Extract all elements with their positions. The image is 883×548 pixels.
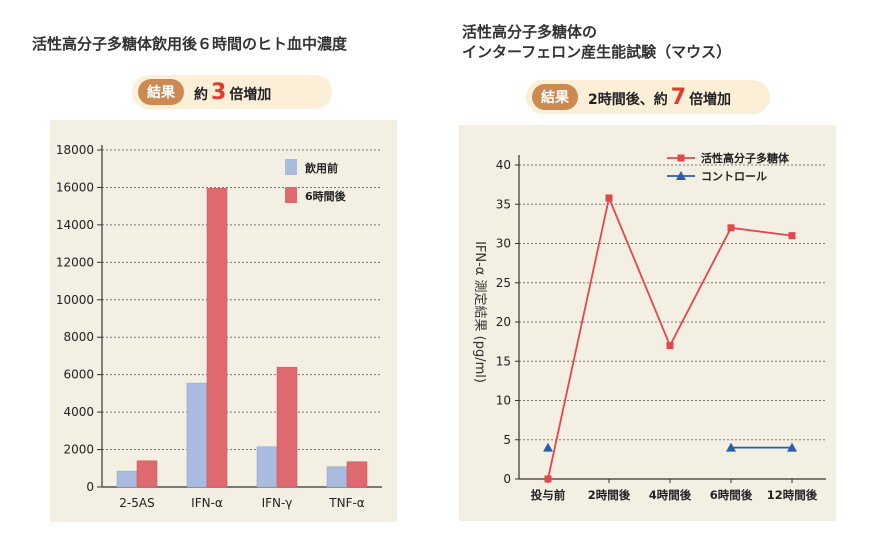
bar-before xyxy=(186,382,208,488)
x-tick-label: 12時間後 xyxy=(767,488,818,502)
legend-marker-polysaccharide xyxy=(677,154,685,162)
y-tick-label: 35 xyxy=(496,197,511,211)
data-point-control xyxy=(787,442,797,452)
data-point-polysaccharide xyxy=(666,342,674,350)
left-chart-title: 活性高分子多糖体飲用後６時間のヒト血中濃度 xyxy=(32,35,348,53)
data-point-polysaccharide xyxy=(605,194,613,202)
right-result-banner: 結果 2時間後、約 7 倍増加 xyxy=(526,80,770,114)
y-tick-label: 15 xyxy=(496,354,511,368)
legend-swatch xyxy=(285,159,297,175)
left-result-banner: 結果 約 3 倍増加 xyxy=(132,75,332,109)
bar-before xyxy=(326,466,348,488)
right-result-number: 7 xyxy=(670,84,687,110)
y-tick-label: 10000 xyxy=(56,293,94,307)
y-tick-label: 2000 xyxy=(63,443,94,457)
y-tick-label: 0 xyxy=(503,472,511,486)
x-tick-label: 2時間後 xyxy=(588,488,631,502)
x-tick-label: TNF-α xyxy=(328,496,365,510)
data-point-control xyxy=(543,442,553,452)
data-point-polysaccharide xyxy=(727,224,735,232)
y-tick-label: 0 xyxy=(86,480,94,494)
left-result-number: 3 xyxy=(211,79,227,105)
left-result-prefix: 約 xyxy=(194,86,208,103)
x-tick-label: 6時間後 xyxy=(710,488,753,502)
x-tick-label: IFN-α xyxy=(191,496,223,510)
y-tick-label: 12000 xyxy=(56,255,94,269)
x-tick-label: IFN-γ xyxy=(262,496,293,510)
bar-after xyxy=(276,366,298,488)
legend-label: 飲用前 xyxy=(304,161,338,175)
right-result-text: 2時間後、約 7 倍増加 xyxy=(588,85,731,110)
legend-label: 6時間後 xyxy=(305,189,347,203)
x-tick-label: 投与前 xyxy=(531,488,566,502)
bar-after xyxy=(206,188,228,488)
legend-marker-control xyxy=(676,171,686,180)
y-tick-label: 16000 xyxy=(56,180,94,194)
legend-swatch xyxy=(285,187,297,203)
bar-chart: 0 2000 4000 6000 8000 10000 12000 14000 16000 180… xyxy=(56,143,382,510)
y-tick-label: 40 xyxy=(496,158,511,172)
y-tick-label: 8000 xyxy=(63,330,94,344)
x-tick-label: 4時間後 xyxy=(649,488,692,502)
right-result-badge: 結果 xyxy=(532,84,578,110)
left-result-badge: 結果 xyxy=(138,79,184,105)
left-result-text: 約 3 倍増加 xyxy=(194,80,271,105)
legend-label: 活性高分子多糖体 xyxy=(701,151,790,165)
bar-chart-panel: 0 2000 4000 6000 8000 10000 12000 14000 16000 180… xyxy=(50,120,397,522)
bar-after xyxy=(346,461,368,488)
right-result-prefix: 2時間後、約 xyxy=(588,91,668,108)
y-tick-label: 10 xyxy=(496,394,511,408)
legend-label: コントロール xyxy=(701,170,767,183)
line-chart-panel: 0 5 10 15 20 25 30 35 40 投与前 2時間後 4時間後 6時間後 12時間後 IFN-… xyxy=(459,125,836,521)
bar-after xyxy=(136,460,158,488)
data-point-polysaccharide xyxy=(788,232,796,240)
bar-before xyxy=(256,446,278,488)
y-tick-label: 18000 xyxy=(56,143,94,157)
data-point-polysaccharide xyxy=(544,475,552,483)
series-line-polysaccharide xyxy=(547,194,793,480)
y-tick-label: 4000 xyxy=(63,405,94,419)
right-title-line2: インターフェロン産生能試験（マウス） xyxy=(462,43,732,61)
y-tick-label: 20 xyxy=(496,315,511,329)
left-result-suffix: 倍増加 xyxy=(229,86,272,103)
y-tick-label: 25 xyxy=(496,276,511,290)
line-chart: 0 5 10 15 20 25 30 35 40 投与前 2時間後 4時間後 6時間後 12時間後 IFN-… xyxy=(472,151,826,502)
y-axis-label: IFN-α 測定結果 (pg/ml) xyxy=(472,241,487,383)
y-tick-label: 6000 xyxy=(63,368,94,382)
y-tick-label: 30 xyxy=(496,237,511,251)
x-tick-label: 2-5AS xyxy=(119,496,154,510)
right-result-suffix: 倍増加 xyxy=(689,91,732,108)
data-point-control xyxy=(726,442,736,452)
right-chart-title: 活性高分子多糖体の インターフェロン産生能試験（マウス） xyxy=(462,22,731,62)
bar-before xyxy=(116,470,138,488)
right-title-line1: 活性高分子多糖体の xyxy=(462,23,598,41)
y-tick-label: 5 xyxy=(503,433,511,447)
y-tick-label: 14000 xyxy=(56,218,94,232)
